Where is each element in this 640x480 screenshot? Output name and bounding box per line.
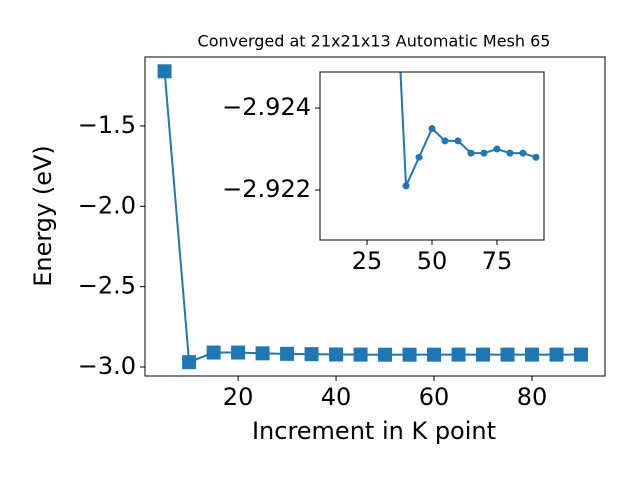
data-point [441, 137, 449, 145]
data-point [157, 64, 172, 79]
data-point [454, 137, 462, 145]
axes-frame [144, 56, 606, 377]
x-tick-label: 80 [517, 383, 548, 411]
data-point [402, 347, 417, 362]
chart-title: Converged at 21x21x13 Automatic Mesh 65 [198, 32, 551, 51]
data-point [329, 347, 344, 362]
data-point [415, 153, 423, 161]
x-tick-label: 25 [352, 247, 383, 275]
data-point [532, 153, 540, 161]
x-axis-label: Increment in K point [252, 417, 496, 445]
y-tick-label: −1.5 [78, 111, 136, 139]
data-point [428, 125, 436, 133]
y-tick-label: −2.5 [78, 272, 136, 300]
data-point [255, 346, 270, 361]
data-point [467, 149, 475, 157]
data-point [500, 347, 515, 362]
data-point [480, 149, 488, 157]
x-tick-label: 20 [223, 383, 254, 411]
x-tick-label: 60 [419, 383, 450, 411]
x-tick-label: 40 [321, 383, 352, 411]
x-tick-label: 50 [417, 247, 448, 275]
y-tick-label: −2.922 [222, 175, 311, 203]
plot-area [320, 72, 544, 240]
x-tick-label: 75 [482, 247, 513, 275]
data-point [378, 347, 393, 362]
data-point [493, 145, 501, 153]
data-point [206, 345, 221, 360]
data-point [525, 347, 540, 362]
data-point [476, 347, 491, 362]
series-group [399, 72, 540, 190]
data-point [182, 355, 197, 370]
data-point [231, 345, 246, 360]
data-point [304, 347, 319, 362]
data-point [519, 149, 527, 157]
y-tick-label: −2.0 [78, 191, 136, 219]
data-point [353, 347, 368, 362]
data-point [402, 182, 410, 190]
y-axis-label: Energy (eV) [29, 145, 57, 287]
data-point [506, 149, 514, 157]
data-point [451, 347, 466, 362]
data-point [573, 347, 588, 362]
y-tick-label: −3.0 [78, 352, 136, 380]
y-tick-label: −2.924 [222, 93, 311, 121]
data-point [427, 347, 442, 362]
axes-frame [319, 71, 545, 241]
series-group [157, 64, 588, 370]
data-point [549, 347, 564, 362]
data-point [280, 346, 295, 361]
